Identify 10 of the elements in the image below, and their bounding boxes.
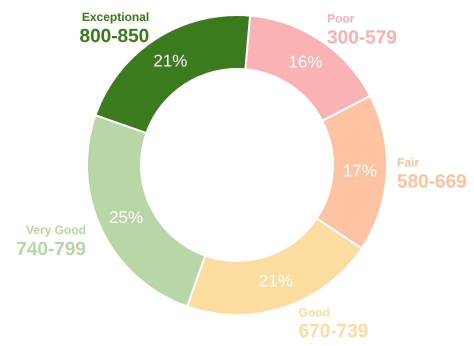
data-label: 21% [258,271,293,290]
slice-label: Exceptional 800-850 [80,10,150,48]
data-label: 17% [342,162,377,181]
data-label: 21% [153,51,188,70]
data-label: 16% [288,52,322,72]
slice-label: Poor 300-579 [327,12,397,49]
slice-label: Good 670-739 [298,305,368,342]
slice-label: Very Good 740-799 [16,222,86,260]
slice-label: Fair 580-669 [397,155,467,192]
data-label: 25% [109,208,144,227]
